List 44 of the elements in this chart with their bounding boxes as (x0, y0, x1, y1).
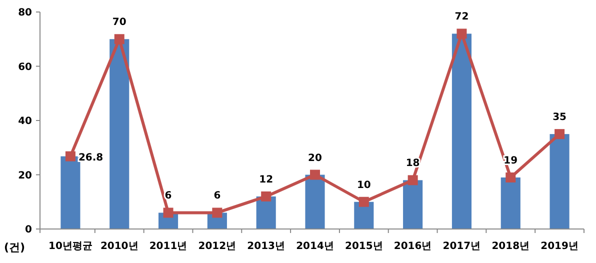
x-tick-label: 2019년 (540, 241, 578, 252)
x-tick-label: 2015년 (344, 241, 383, 252)
bar (403, 180, 423, 229)
point (114, 34, 124, 44)
bar (110, 39, 130, 229)
point (456, 28, 467, 39)
x-tick-label: 2017년 (442, 241, 481, 252)
data-label: 12 (259, 174, 274, 186)
x-tick-label: 2016년 (394, 241, 432, 252)
bar (305, 174, 325, 229)
data-label: 70 (112, 17, 126, 28)
data-label: 10 (356, 180, 371, 191)
point (65, 151, 76, 162)
data-label: 6 (164, 190, 172, 202)
x-tick-label: 2012년 (198, 241, 236, 252)
data-label: 6 (214, 190, 221, 202)
bar (452, 34, 472, 229)
point (261, 191, 272, 202)
point (310, 170, 320, 180)
y-tick-label: 80 (18, 8, 32, 18)
y-axis-title: (건) (4, 241, 26, 254)
x-tick-label: 2014년 (296, 241, 334, 252)
bar (500, 177, 520, 229)
x-tick-label: 2011년 (149, 241, 188, 252)
bar (550, 134, 570, 229)
point (554, 129, 565, 140)
data-label: 26.8 (78, 152, 104, 164)
y-tick-label: 0 (25, 224, 32, 236)
data-label: 35 (552, 112, 567, 124)
y-tick-label: 20 (18, 170, 32, 182)
point (212, 208, 222, 218)
point (358, 196, 369, 207)
x-tick-label: 2018년 (492, 241, 530, 252)
y-tick-label: 60 (18, 62, 32, 73)
data-label: 20 (308, 152, 322, 164)
data-label: 72 (454, 12, 469, 23)
x-tick-label: 10년평균 (48, 241, 92, 252)
x-tick-label: 2013년 (247, 241, 286, 252)
x-tick-label: 2010년 (100, 241, 138, 252)
point (163, 208, 174, 218)
bar (60, 156, 80, 229)
y-tick-label: 40 (18, 116, 32, 127)
point (506, 172, 516, 182)
point (408, 175, 418, 186)
